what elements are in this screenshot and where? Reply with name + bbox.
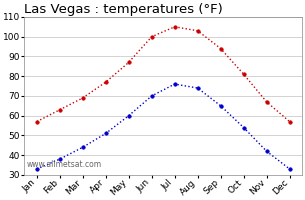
Text: www.allmetsat.com: www.allmetsat.com [27, 160, 102, 169]
Text: Las Vegas : temperatures (°F): Las Vegas : temperatures (°F) [24, 3, 223, 16]
